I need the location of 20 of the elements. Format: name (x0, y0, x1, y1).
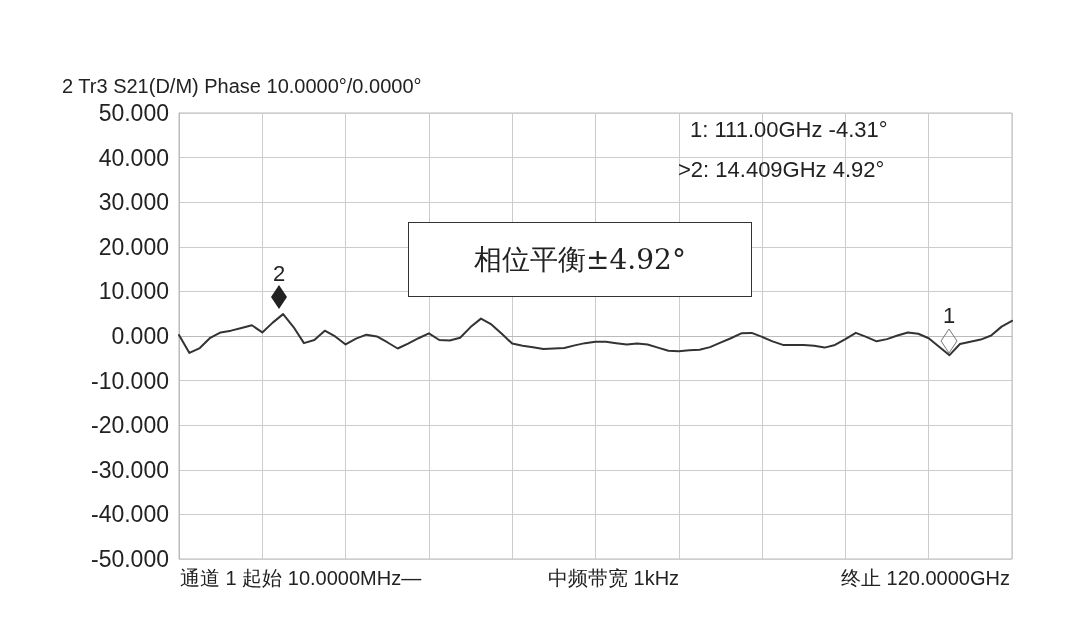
y-tick-label: -40.000 (90, 501, 169, 528)
y-tick-label: 10.000 (98, 278, 169, 305)
callout-box: 相位平衡±4.92° (408, 222, 752, 297)
chart-title: 2 Tr3 S21(D/M) Phase 10.0000°/0.0000° (62, 75, 422, 97)
y-tick-label: -10.000 (90, 367, 169, 394)
text: 终止 120.0000GHz (841, 567, 1010, 589)
text: 通道 1 起始 10.0000MHz— (180, 567, 422, 589)
y-tick-label: 30.000 (98, 189, 169, 216)
y-tick-label: 0.000 (111, 323, 169, 349)
annotation: 1: 111.00GHz -4.31° (690, 116, 888, 142)
y-tick-label: 20.000 (98, 233, 169, 260)
annotation: >2: 14.409GHz 4.92° (678, 156, 885, 182)
annotation: 1 (942, 302, 956, 328)
y-tick-label: 50.000 (98, 100, 169, 126)
y-tick-label: -30.000 (90, 456, 169, 483)
y-tick-label: 40.000 (98, 144, 169, 171)
annotation: 2 (272, 260, 286, 286)
y-tick-label: -20.000 (90, 412, 169, 439)
text: 中频带宽 1kHz (548, 567, 680, 589)
y-tick-label: -50.000 (90, 546, 169, 572)
